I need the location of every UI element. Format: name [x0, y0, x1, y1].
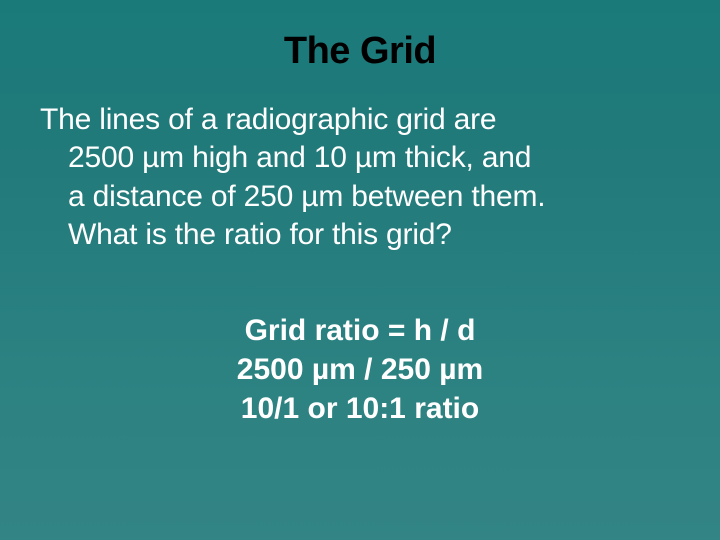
body-line-3: a distance of 250 µm between them. [40, 178, 680, 216]
body-paragraph: The lines of a radiographic grid are 250… [40, 101, 680, 255]
body-line-4: What is the ratio for this grid? [40, 216, 680, 254]
answer-line-1: Grid ratio = h / d [40, 311, 680, 350]
body-line-1: The lines of a radiographic grid are [40, 103, 496, 136]
answer-line-2: 2500 µm / 250 µm [40, 350, 680, 389]
slide-title: The Grid [40, 30, 680, 73]
slide: The Grid The lines of a radiographic gri… [0, 0, 720, 540]
answer-line-3: 10/1 or 10:1 ratio [40, 389, 680, 428]
body-line-2: 2500 µm high and 10 µm thick, and [40, 139, 680, 177]
answer-block: Grid ratio = h / d 2500 µm / 250 µm 10/1… [40, 311, 680, 428]
